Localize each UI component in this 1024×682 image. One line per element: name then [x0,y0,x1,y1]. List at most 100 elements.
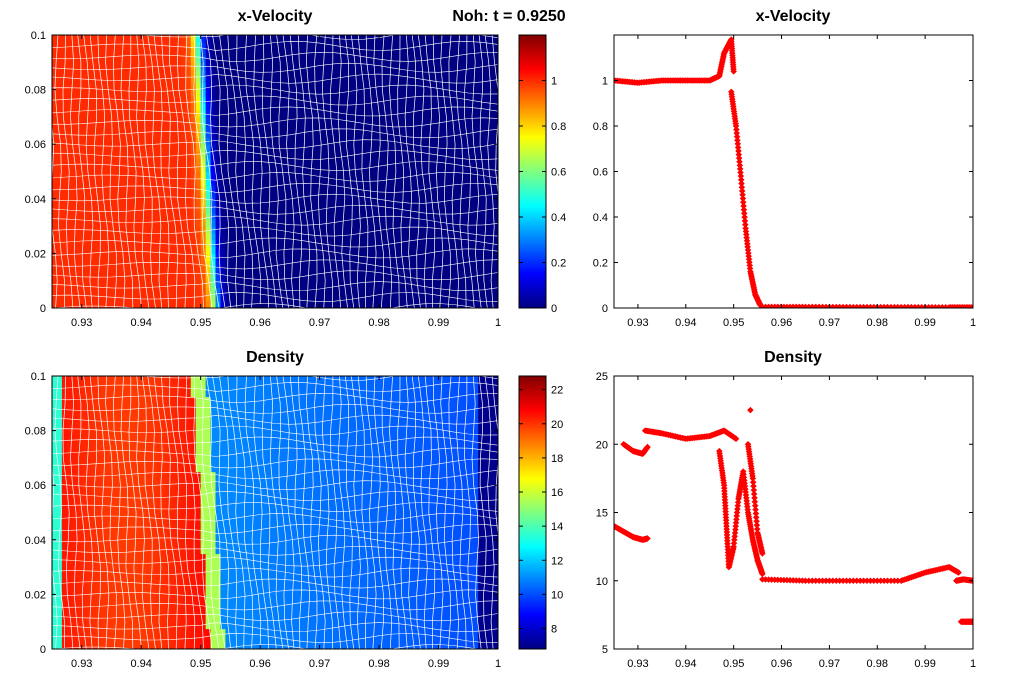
field-cell [165,75,172,84]
field-cell [319,69,326,77]
field-cell [146,62,152,70]
field-cell [403,41,410,50]
field-cell [379,280,385,289]
field-cell [210,55,217,63]
field-cell [116,301,122,308]
field-cell [175,608,182,616]
field-cell [52,41,58,50]
field-cell [260,580,266,589]
field-cell [408,185,415,193]
field-cell [458,301,464,308]
field-cell [255,35,261,43]
field-cell [284,635,291,643]
field-cell [438,144,445,152]
field-cell [369,171,375,179]
field-cell [210,273,217,282]
field-cell [453,130,459,138]
field-cell [324,580,331,589]
field-cell [111,35,118,43]
field-cell [344,260,350,268]
field-cell [91,608,98,616]
field-cell [56,246,63,254]
field-cell [369,239,375,248]
field-cell [220,35,227,43]
field-cell [106,35,113,43]
field-cell [106,232,113,241]
field-cell [478,253,484,261]
field-cell [388,205,395,214]
field-cell [91,205,98,214]
field-cell [205,178,212,186]
mesh-line [397,35,408,308]
field-cell [324,110,331,118]
field-cell [483,287,489,295]
field-cell [116,621,122,630]
x-tick-label: 0.98 [867,317,888,329]
field-cell [180,587,187,595]
field-cell [56,594,63,602]
field-cell [488,123,494,132]
field-cell [433,123,440,132]
field-cell [488,62,494,70]
field-cell [448,601,454,609]
field-cell [61,55,68,63]
mesh-line [471,35,482,308]
field-cell [448,62,454,70]
field-cell [111,205,118,214]
field-cell [265,82,271,91]
field-cell [468,621,474,630]
field-cell [180,219,187,227]
field-cell [86,260,93,268]
field-cell [265,614,271,623]
field-cell [314,164,321,173]
field-cell [393,116,400,125]
field-cell [200,608,207,616]
field-cell [200,219,207,227]
field-cell [146,35,152,43]
field-cell [66,205,73,214]
field-cell [438,601,445,609]
field-cell [413,89,420,98]
field-cell [61,191,68,200]
field-cell [265,178,271,186]
field-cell [180,151,187,159]
field-cell [255,151,261,159]
field-cell [309,273,316,282]
field-cell [126,198,132,207]
field-cell [433,267,440,275]
field-cell [364,130,370,138]
field-cell [344,614,350,623]
field-cell [175,273,182,282]
field-cell [81,608,88,616]
field-cell [66,48,73,57]
field-cell [235,621,241,630]
field-cell [165,55,172,63]
field-cell [141,55,147,63]
field-cell [76,212,83,220]
field-cell [398,123,405,132]
field-cell [483,601,489,609]
field-cell [364,246,370,254]
field-cell [354,621,360,630]
field-cell [299,116,306,125]
field-cell [200,55,207,63]
field-cell [270,69,276,77]
field-cell [393,62,400,70]
field-cell [314,232,321,241]
field-cell [309,260,316,268]
field-cell [96,123,103,132]
field-cell [200,41,207,50]
field-cell [106,89,113,98]
field-cell [369,219,375,227]
field-cell [190,41,197,50]
field-cell [388,62,395,70]
field-cell [190,103,197,111]
field-cell [71,294,78,302]
field-cell [344,89,350,98]
field-cell [458,273,464,282]
field-cell [488,232,494,241]
field-cell [309,130,316,138]
field-cell [408,212,415,220]
field-cell [106,294,113,302]
field-cell [463,185,469,193]
